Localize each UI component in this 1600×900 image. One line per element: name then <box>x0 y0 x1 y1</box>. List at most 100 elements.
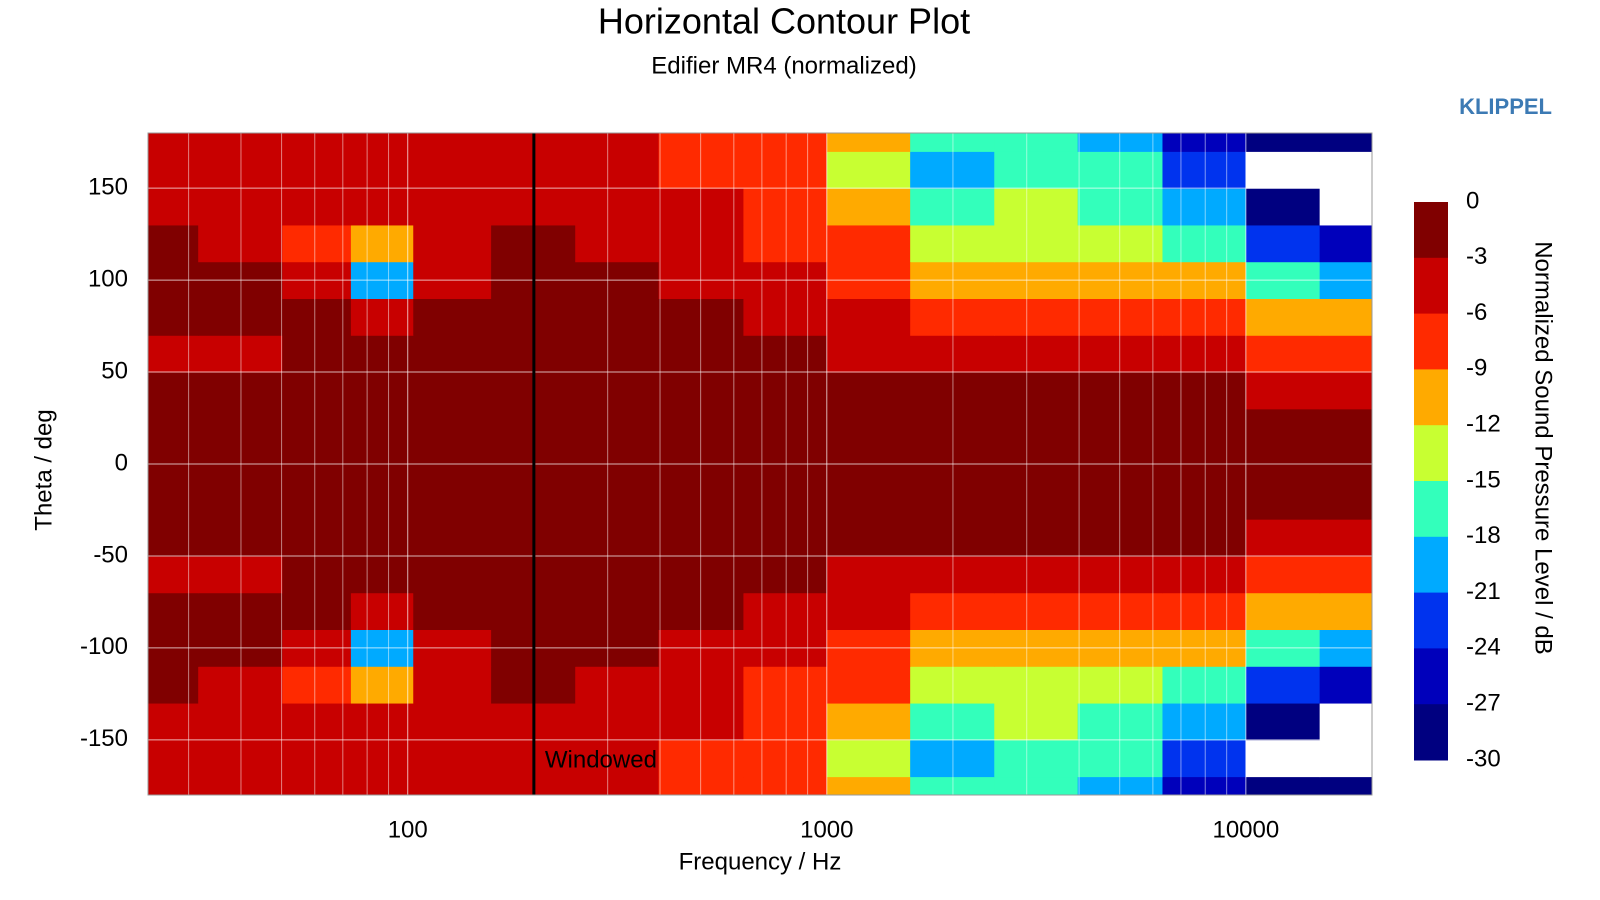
contour-cell <box>282 703 352 741</box>
contour-cell <box>826 188 911 226</box>
contour-cell <box>575 133 660 152</box>
colorbar-band <box>1414 481 1448 538</box>
contour-cell <box>658 372 744 410</box>
contour-cell <box>1162 519 1247 557</box>
contour-cell <box>994 739 1079 778</box>
x-tick-label: 10000 <box>1212 816 1279 843</box>
contour-cell <box>575 188 660 226</box>
colorbar-tick-label: -21 <box>1466 578 1501 605</box>
colorbar-tick-label: -3 <box>1466 243 1487 270</box>
contour-cell <box>148 224 199 263</box>
contour-cell <box>282 739 352 778</box>
contour-cell <box>350 408 414 447</box>
contour-cell <box>148 482 199 520</box>
contour-cell <box>743 133 828 152</box>
contour-cell <box>1319 739 1373 778</box>
contour-cell <box>282 555 352 594</box>
contour-cell <box>826 703 911 741</box>
contour-cell <box>575 776 660 796</box>
contour-cell <box>1162 298 1247 336</box>
colorbar-band <box>1414 648 1448 705</box>
contour-cell <box>994 335 1079 373</box>
colorbar-tick-label: -24 <box>1466 634 1501 661</box>
contour-cell <box>1319 592 1373 630</box>
y-axis-label: Theta / deg <box>30 409 57 530</box>
contour-cell <box>658 592 744 630</box>
contour-cell <box>1162 482 1247 520</box>
contour-cell <box>658 519 744 557</box>
contour-cell <box>413 133 492 152</box>
contour-cell <box>1162 592 1247 630</box>
brand: KLIPPEL <box>1459 94 1552 119</box>
contour-cell <box>658 298 744 336</box>
contour-cell <box>743 703 828 741</box>
contour-cell <box>413 482 492 520</box>
contour-cell <box>1077 592 1163 630</box>
contour-cell <box>1162 133 1247 152</box>
x-axis-label: Frequency / Hz <box>679 848 842 875</box>
contour-cell <box>575 739 660 778</box>
contour-cell <box>1162 776 1247 796</box>
contour-cell <box>1245 335 1321 373</box>
contour-cell <box>658 776 744 796</box>
colorbar-tick-label: 0 <box>1466 187 1479 214</box>
contour-cell <box>994 151 1079 189</box>
colorbar-band <box>1414 425 1448 482</box>
contour-cell <box>994 408 1079 447</box>
contour-cell <box>282 298 352 336</box>
colorbar-tick-label: -12 <box>1466 411 1501 438</box>
contour-cell <box>658 408 744 447</box>
contour-cell <box>282 224 352 263</box>
contour-cell <box>743 555 828 594</box>
contour-cell <box>575 151 660 189</box>
colorbar-band <box>1414 202 1448 259</box>
contour-cell <box>1245 592 1321 630</box>
contour-cell <box>743 224 828 263</box>
contour-cell <box>1077 372 1163 410</box>
contour-cell <box>658 555 744 594</box>
contour-cell <box>1319 408 1373 447</box>
colorbar-band <box>1414 592 1448 649</box>
contour-cell <box>575 298 660 336</box>
contour-cell <box>1162 408 1247 447</box>
contour-cell <box>350 151 414 189</box>
contour-cell <box>575 408 660 447</box>
contour-cell <box>148 408 199 447</box>
contour-cell <box>1245 408 1321 447</box>
contour-cell <box>1245 776 1321 796</box>
contour-cell <box>282 776 352 796</box>
contour-cell <box>1319 298 1373 336</box>
contour-cell <box>826 298 911 336</box>
contour-cell <box>994 298 1079 336</box>
contour-cell <box>1077 776 1163 796</box>
contour-cell <box>1162 372 1247 410</box>
colorbar-band <box>1414 369 1448 426</box>
contour-cell <box>350 739 414 778</box>
contour-cell <box>1077 298 1163 336</box>
y-tick-label: 100 <box>88 265 128 292</box>
contour-cell <box>1319 482 1373 520</box>
contour-cell <box>350 482 414 520</box>
colorbar-band <box>1414 257 1448 315</box>
chart-title: Horizontal Contour Plot <box>598 1 970 42</box>
contour-cell <box>1245 151 1321 189</box>
contour-cell <box>413 666 492 704</box>
contour-cell <box>658 224 744 263</box>
contour-cell <box>994 188 1079 226</box>
contour-cell <box>282 372 352 410</box>
contour-cell <box>994 133 1079 152</box>
contour-cell <box>413 703 492 741</box>
contour-cell <box>743 519 828 557</box>
contour-cell <box>282 133 352 152</box>
contour-cell <box>1319 372 1373 410</box>
annotation: Windowed <box>545 746 657 773</box>
contour-cell <box>658 151 744 189</box>
contour-cell <box>575 335 660 373</box>
contour-cell <box>1162 739 1247 778</box>
contour-cell <box>413 372 492 410</box>
contour-cell <box>148 592 199 630</box>
contour-cell <box>743 188 828 226</box>
contour-cell <box>826 739 911 778</box>
contour-cell <box>282 519 352 557</box>
contour-cell <box>1077 188 1163 226</box>
